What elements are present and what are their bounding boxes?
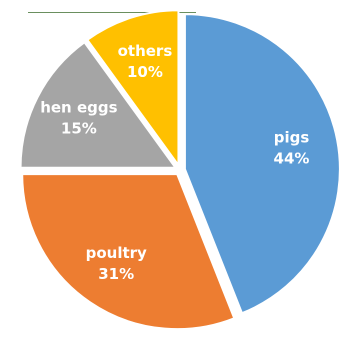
pie-labels: pigs 44% poultry 31% hen eggs 15% others 10% <box>40 42 309 283</box>
slice-percent-hen-eggs: 15% <box>61 119 97 137</box>
slice-pigs <box>183 13 341 315</box>
slice-poultry <box>21 173 236 331</box>
pie-slices <box>19 9 341 331</box>
slice-label-pigs: pigs <box>274 129 310 147</box>
slice-percent-pigs: 44% <box>274 150 310 168</box>
slice-label-hen-eggs: hen eggs <box>40 98 117 116</box>
slice-hen-eggs <box>19 40 178 169</box>
slice-percent-others: 10% <box>127 63 163 81</box>
top-rule <box>28 12 196 13</box>
slice-label-others: others <box>118 42 173 60</box>
slice-label-poultry: poultry <box>86 244 147 262</box>
slice-percent-poultry: 31% <box>98 265 134 283</box>
slice-others <box>85 9 180 169</box>
